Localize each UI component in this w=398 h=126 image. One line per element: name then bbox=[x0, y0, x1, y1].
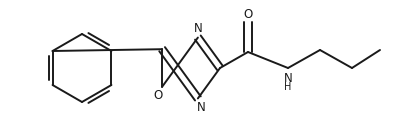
Text: N: N bbox=[284, 71, 293, 85]
Text: N: N bbox=[197, 101, 205, 114]
Text: H: H bbox=[284, 82, 292, 92]
Text: O: O bbox=[243, 8, 253, 21]
Text: O: O bbox=[154, 89, 163, 102]
Text: N: N bbox=[193, 22, 202, 35]
